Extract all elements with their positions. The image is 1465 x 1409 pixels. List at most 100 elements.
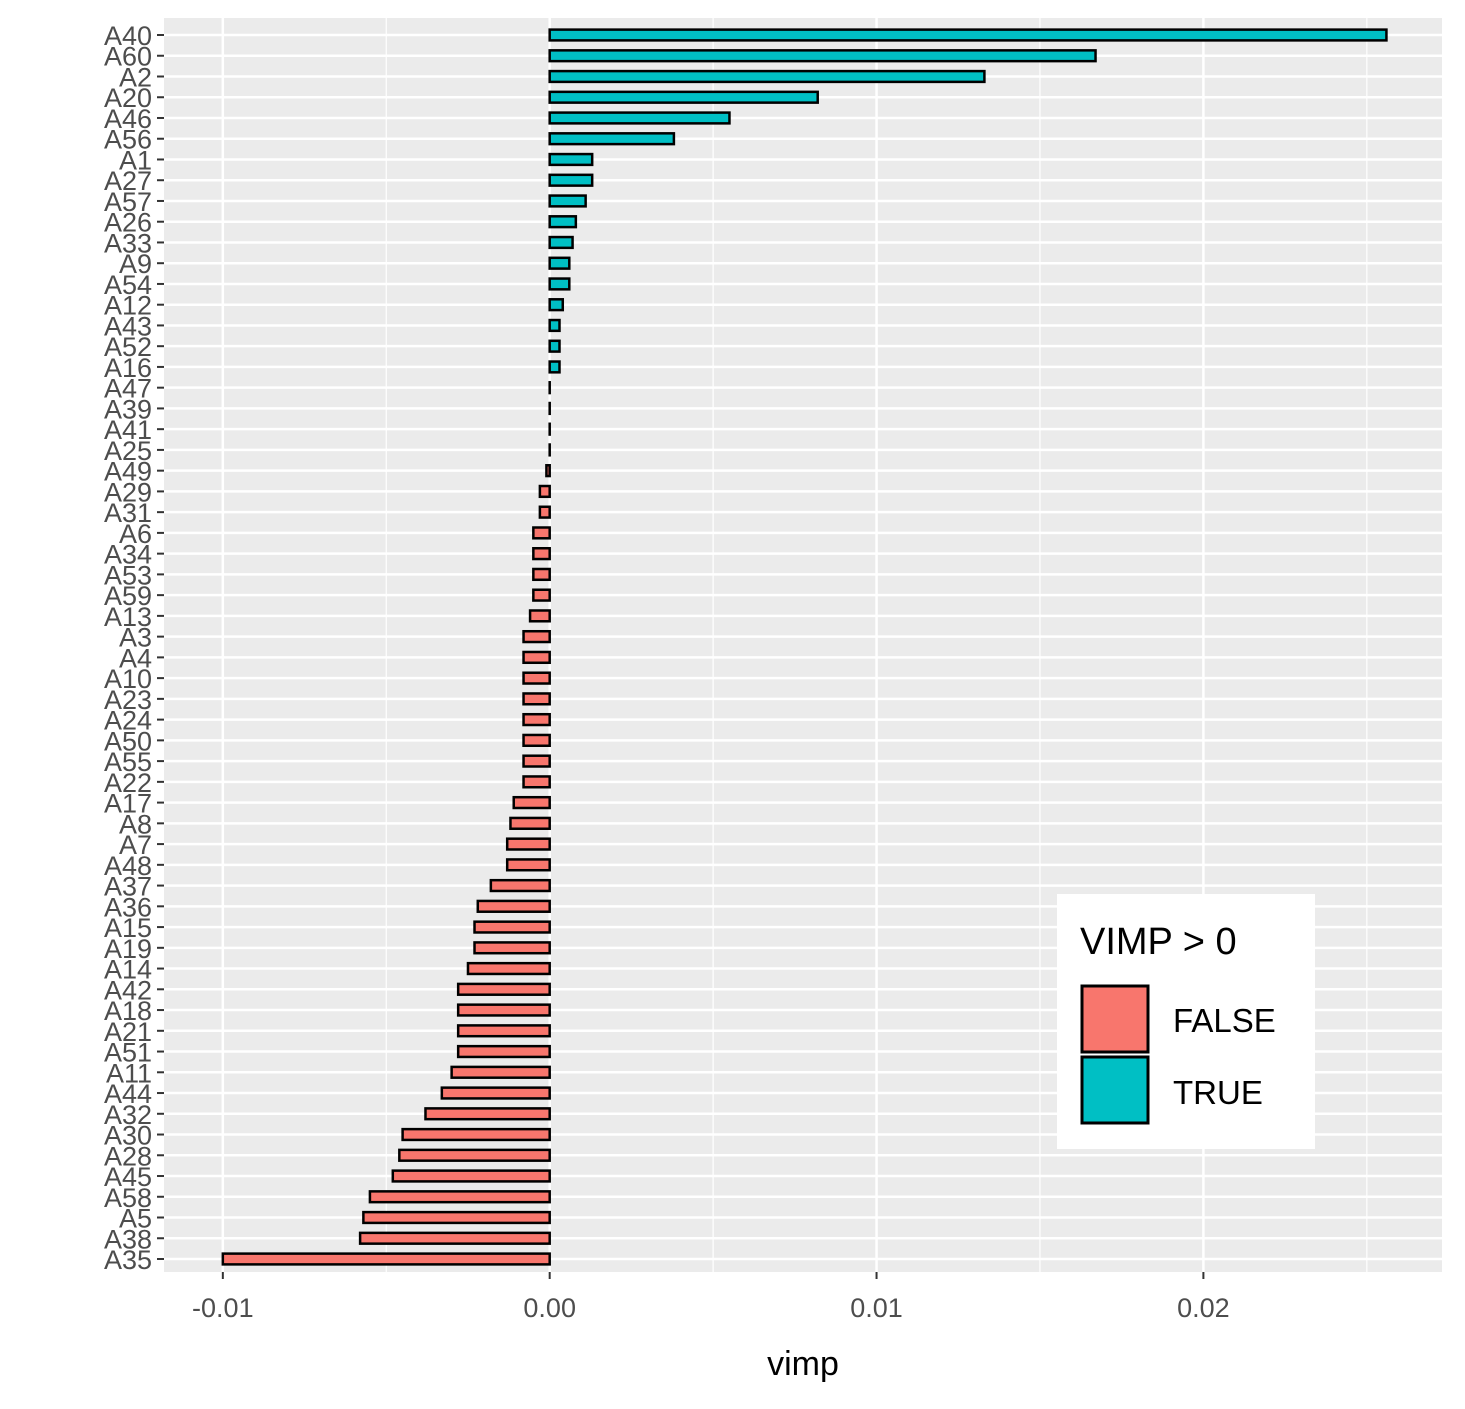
legend-key-true	[1080, 1055, 1150, 1125]
y-tick-label-a2: A2	[119, 62, 152, 92]
y-tick-label-a19: A19	[104, 934, 152, 964]
bars	[221, 28, 1388, 1266]
y-axis-ticks: A40A60A2A20A46A56A1A27A57A26A33A9A54A12A…	[104, 21, 164, 1275]
y-tick-label-a14: A14	[104, 955, 152, 985]
bar-a7	[505, 837, 551, 851]
y-tick-label-a41: A41	[104, 415, 152, 445]
bar-a26	[548, 215, 578, 229]
legend-label-true: TRUE	[1173, 1074, 1263, 1111]
y-tick-label-a40: A40	[104, 21, 152, 51]
bar-a4	[522, 650, 551, 665]
bar-a30	[401, 1127, 551, 1142]
bar-a57	[548, 194, 587, 208]
y-tick-label-a4: A4	[119, 643, 152, 673]
bar-a21	[456, 1024, 551, 1038]
y-tick-label-a17: A17	[104, 789, 152, 819]
y-tick-label-a8: A8	[119, 809, 152, 839]
y-tick-label-a38: A38	[104, 1224, 152, 1254]
bar-a24	[522, 712, 551, 727]
bar-a8	[509, 816, 551, 830]
y-tick-label-a11: A11	[106, 1058, 152, 1088]
y-tick-label-a3: A3	[119, 623, 152, 653]
bar-a59	[532, 588, 551, 602]
bar-a46	[548, 111, 731, 125]
bar-a37	[489, 878, 551, 893]
y-tick-label-a15: A15	[104, 913, 152, 943]
bar-a17	[512, 795, 551, 810]
y-tick-label-a5: A5	[119, 1204, 152, 1234]
bar-a43	[548, 318, 561, 333]
bar-a50	[522, 733, 551, 747]
bar-a22	[522, 775, 551, 789]
y-tick-label-a18: A18	[104, 996, 152, 1026]
y-tick-label-a46: A46	[104, 104, 152, 134]
x-tick-label: 0.02	[1177, 1293, 1230, 1323]
bar-a33	[548, 235, 574, 250]
bar-a58	[368, 1190, 551, 1204]
y-tick-label-a56: A56	[104, 125, 152, 155]
legend-title: VIMP > 0	[1080, 921, 1237, 963]
y-tick-label-a57: A57	[104, 187, 152, 217]
bar-a60	[548, 49, 1097, 63]
y-tick-label-a52: A52	[104, 332, 152, 362]
bar-a2	[548, 69, 986, 84]
bar-a55	[522, 754, 551, 768]
y-tick-label-a39: A39	[104, 394, 152, 424]
bar-a15	[473, 920, 551, 934]
bar-a36	[476, 899, 551, 913]
bar-a19	[473, 941, 551, 955]
bar-a27	[548, 173, 594, 187]
x-tick-label: 0.00	[523, 1293, 576, 1323]
bar-a49	[545, 464, 551, 478]
legend-label-false: FALSE	[1173, 1002, 1276, 1039]
y-tick-label-a58: A58	[104, 1183, 152, 1213]
y-tick-label-a50: A50	[104, 726, 152, 756]
y-tick-label-a22: A22	[104, 768, 152, 798]
x-axis-ticks: -0.01 0.00 0.01 0.02	[192, 1272, 1230, 1323]
y-tick-label-a59: A59	[104, 581, 152, 611]
y-tick-label-a27: A27	[104, 166, 152, 196]
bar-a42	[456, 982, 551, 996]
bar-a32	[424, 1107, 551, 1121]
bar-a29	[538, 484, 551, 499]
x-tick-label: -0.01	[192, 1293, 254, 1323]
y-tick-label-a54: A54	[104, 270, 152, 300]
y-tick-label-a25: A25	[104, 436, 152, 466]
bar-a16	[548, 360, 561, 374]
y-tick-label-a30: A30	[104, 1121, 152, 1151]
bar-a1	[548, 152, 594, 167]
bar-a18	[456, 1003, 551, 1017]
y-tick-label-a7: A7	[119, 830, 152, 860]
bar-a13	[528, 609, 551, 623]
y-tick-label-a33: A33	[104, 228, 152, 258]
y-tick-label-a60: A60	[104, 42, 152, 72]
y-tick-label-a42: A42	[104, 975, 152, 1005]
y-tick-label-a43: A43	[104, 311, 152, 341]
bar-a31	[538, 505, 551, 519]
y-tick-label-a55: A55	[104, 747, 152, 777]
y-tick-label-a10: A10	[104, 664, 152, 694]
bar-a9	[548, 256, 571, 270]
y-tick-label-a23: A23	[104, 685, 152, 715]
y-tick-label-a28: A28	[104, 1141, 152, 1171]
bar-a51	[456, 1044, 551, 1059]
legend: VIMP > 0 FALSE TRUE	[1057, 894, 1315, 1149]
y-tick-label-a31: A31	[104, 498, 152, 528]
y-tick-label-a21: A21	[104, 1017, 152, 1047]
y-tick-label-a53: A53	[104, 560, 152, 590]
y-tick-label-a6: A6	[119, 519, 152, 549]
y-tick-label-a51: A51	[104, 1038, 152, 1068]
y-tick-label-a29: A29	[104, 477, 152, 507]
y-tick-label-a37: A37	[104, 872, 152, 902]
bar-a12	[548, 298, 565, 312]
bar-a40	[548, 28, 1388, 42]
bar-a44	[440, 1086, 551, 1100]
y-tick-label-a48: A48	[104, 851, 152, 881]
legend-key-false	[1080, 984, 1150, 1054]
bar-a6	[532, 526, 551, 540]
y-tick-label-a9: A9	[119, 249, 152, 279]
bar-a35	[221, 1252, 551, 1266]
bar-a56	[548, 132, 676, 146]
bar-a34	[532, 547, 551, 561]
